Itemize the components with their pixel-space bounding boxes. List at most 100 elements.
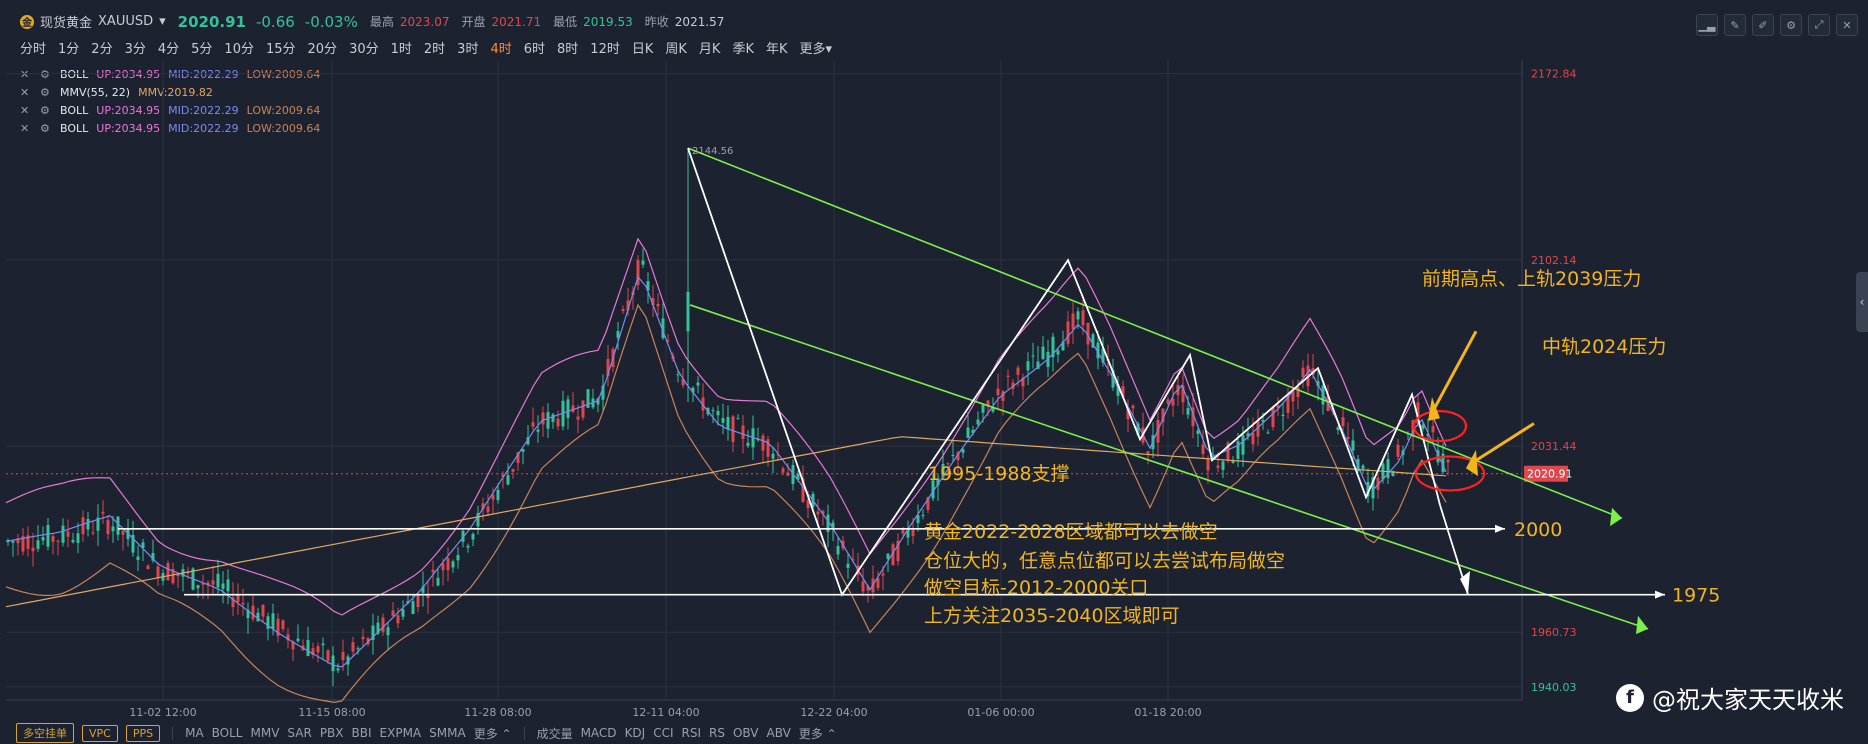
side-panel-handle[interactable]: ‹ bbox=[1856, 272, 1868, 332]
main-indicator-tab[interactable]: SMMA bbox=[429, 726, 466, 740]
period-tab[interactable]: 2分 bbox=[91, 42, 113, 57]
sub-indicator-tab[interactable]: 成交量 bbox=[536, 726, 573, 741]
draw-pen-icon[interactable]: ✎ bbox=[1724, 14, 1746, 36]
expand-icon[interactable]: ⤢ bbox=[1808, 14, 1830, 36]
candle-body bbox=[1291, 391, 1295, 402]
remove-indicator-icon[interactable]: ✕ bbox=[20, 104, 30, 117]
period-tab[interactable]: 2时 bbox=[423, 42, 446, 57]
period-tab[interactable]: 周K bbox=[665, 42, 687, 57]
candle-body bbox=[216, 573, 220, 588]
candle-body bbox=[1016, 367, 1020, 375]
period-tab[interactable]: 20分 bbox=[307, 42, 338, 57]
period-tab[interactable]: 12时 bbox=[590, 42, 620, 57]
price-chart[interactable]: 2172.84 2102.14 2031.44 1960.73 1940.03 2020.… bbox=[0, 60, 1868, 720]
channel-lower-line bbox=[689, 304, 1649, 630]
candle-body bbox=[696, 382, 700, 386]
sub-indicator-tab[interactable]: CCI bbox=[653, 726, 674, 740]
level-arrowhead bbox=[1495, 524, 1505, 533]
candle-body bbox=[596, 398, 600, 405]
legend-row: ✕ ⚙ BOLL UP:2034.95 MID:2022.29 LOW:2009.64 bbox=[20, 102, 320, 120]
candle-body bbox=[1351, 440, 1355, 451]
main-indicator-tab[interactable]: EXPMA bbox=[379, 726, 422, 740]
period-tab[interactable]: 6时 bbox=[523, 42, 546, 57]
period-tab[interactable]: 5分 bbox=[191, 42, 213, 57]
period-tab[interactable]: 年K bbox=[765, 42, 788, 57]
orange-arrow-upper bbox=[1430, 330, 1478, 414]
main-indicator-tab[interactable]: 更多 ⌃ bbox=[473, 726, 512, 741]
sub-indicator-tab[interactable]: ABV bbox=[766, 726, 791, 740]
settings-gear-icon[interactable]: ⚙ bbox=[1780, 14, 1802, 36]
candle-body bbox=[196, 585, 200, 589]
legend-row: ✕ ⚙ BOLL UP:2034.95 MID:2022.29 LOW:2009.64 bbox=[20, 66, 320, 84]
period-tab[interactable]: 15分 bbox=[265, 42, 296, 57]
close-icon[interactable]: ✕ bbox=[1836, 14, 1858, 36]
candle-body bbox=[136, 556, 140, 560]
candle-body bbox=[1396, 444, 1400, 457]
high-value: 2023.07 bbox=[399, 14, 450, 29]
chevron-down-icon[interactable]: ▾ bbox=[159, 14, 166, 29]
candle-body bbox=[521, 449, 525, 452]
y-tick-label: 1940.03 bbox=[1531, 681, 1577, 694]
candle-body bbox=[1196, 430, 1200, 434]
remove-indicator-icon[interactable]: ✕ bbox=[20, 68, 30, 81]
period-tab[interactable]: 4时 bbox=[490, 42, 512, 57]
period-tab[interactable]: 日K bbox=[631, 42, 654, 57]
candle-body bbox=[836, 546, 840, 555]
sub-indicator-tab[interactable]: KDJ bbox=[624, 726, 646, 740]
remove-indicator-icon[interactable]: ✕ bbox=[20, 122, 30, 135]
sub-indicator-tab[interactable]: RS bbox=[709, 726, 725, 740]
candle-body bbox=[441, 563, 445, 571]
period-tab[interactable]: 10分 bbox=[224, 42, 254, 57]
remove-indicator-icon[interactable]: ✕ bbox=[20, 86, 30, 99]
bottom-pill-button[interactable]: VPC bbox=[82, 724, 118, 742]
candle-body bbox=[171, 569, 175, 584]
period-tab[interactable]: 更多▾ bbox=[799, 42, 833, 57]
eraser-icon[interactable]: ✐ bbox=[1752, 14, 1774, 36]
bottom-pill-button[interactable]: PPS bbox=[125, 724, 161, 742]
period-tab[interactable]: 8时 bbox=[557, 42, 579, 57]
candle-body bbox=[1366, 482, 1370, 497]
main-indicator-tab[interactable]: PBX bbox=[319, 726, 344, 740]
indicator-settings-icon[interactable]: ⚙ bbox=[40, 104, 50, 117]
period-tab[interactable]: 1时 bbox=[390, 42, 412, 57]
indicator-settings-icon[interactable]: ⚙ bbox=[40, 86, 50, 99]
main-indicator-tab[interactable]: MA bbox=[185, 726, 204, 740]
period-tab[interactable]: 1分 bbox=[58, 42, 80, 57]
bottom-pill-button[interactable]: 多空挂单 bbox=[16, 723, 74, 743]
candle-body bbox=[106, 520, 110, 535]
period-tab[interactable]: 分时 bbox=[20, 42, 47, 57]
sub-indicator-tab[interactable]: OBV bbox=[732, 726, 759, 740]
boll-low-value: LOW:2009.64 bbox=[246, 68, 321, 81]
period-tab[interactable]: 月K bbox=[698, 42, 721, 57]
candle-body bbox=[471, 533, 475, 540]
sub-indicator-tab[interactable]: MACD bbox=[580, 726, 617, 740]
sub-indicator-tab[interactable]: RSI bbox=[681, 726, 702, 740]
main-indicator-tab[interactable]: MMV bbox=[250, 726, 280, 740]
period-tab[interactable]: 30分 bbox=[349, 42, 379, 57]
candle-body bbox=[16, 538, 20, 544]
period-tabs: 分时 1分 2分 3分 4分 5分 10分 15分 20分 30分 1时 2时 3时 4时 6时 8时 12时日… bbox=[20, 38, 832, 57]
candle-body bbox=[236, 595, 240, 603]
period-tab[interactable]: 3分 bbox=[124, 42, 146, 57]
chart-annotation-text: 中轨2024压力 bbox=[1542, 336, 1666, 358]
candle-body bbox=[651, 298, 655, 306]
main-indicator-tab[interactable]: SAR bbox=[287, 726, 312, 740]
indicator-settings-icon[interactable]: ⚙ bbox=[40, 68, 50, 81]
candle-body bbox=[661, 318, 665, 339]
sub-indicator-tab[interactable]: 更多 ⌃ bbox=[798, 726, 837, 741]
period-tab[interactable]: 3时 bbox=[457, 42, 479, 57]
candle-body bbox=[1181, 385, 1185, 403]
main-indicator-tab[interactable]: BOLL bbox=[211, 726, 243, 740]
period-tab[interactable]: 季K bbox=[732, 42, 754, 57]
chart-type-icon[interactable]: ▁▃ bbox=[1696, 14, 1718, 36]
candle-body bbox=[776, 454, 780, 456]
indicator-settings-icon[interactable]: ⚙ bbox=[40, 122, 50, 135]
indicator-name: BOLL bbox=[60, 122, 89, 135]
candle-body bbox=[1021, 377, 1025, 387]
period-tab[interactable]: 4分 bbox=[157, 42, 180, 57]
divider bbox=[523, 726, 525, 740]
candle-body bbox=[326, 650, 330, 661]
y-tick-label: 2172.84 bbox=[1531, 68, 1577, 81]
symbol-code[interactable]: XAUUSD bbox=[98, 14, 154, 29]
main-indicator-tab[interactable]: BBI bbox=[351, 726, 372, 740]
